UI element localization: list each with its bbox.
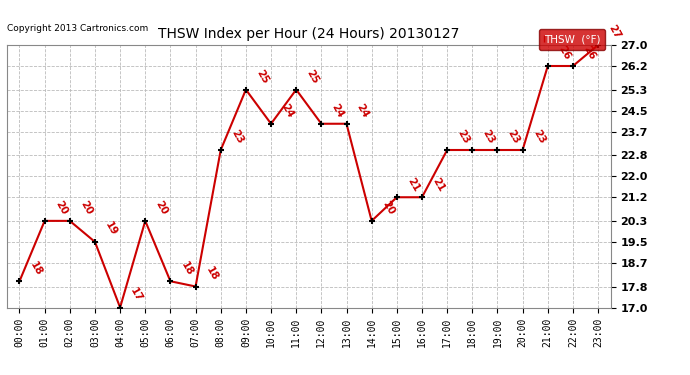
Text: 25: 25: [304, 68, 320, 86]
Text: 20: 20: [78, 199, 94, 217]
Text: 23: 23: [506, 128, 522, 146]
Text: 23: 23: [481, 128, 497, 146]
Title: THSW Index per Hour (24 Hours) 20130127: THSW Index per Hour (24 Hours) 20130127: [158, 27, 460, 41]
Text: 18: 18: [204, 265, 220, 282]
Text: 20: 20: [154, 199, 170, 217]
Text: Copyright 2013 Cartronics.com: Copyright 2013 Cartronics.com: [7, 24, 148, 33]
Text: 19: 19: [104, 220, 119, 238]
Text: 17: 17: [128, 286, 144, 303]
Text: 23: 23: [229, 128, 245, 146]
Text: 23: 23: [531, 128, 547, 146]
Legend: THSW  (°F): THSW (°F): [538, 29, 605, 50]
Text: 27: 27: [607, 23, 622, 41]
Text: 21: 21: [405, 176, 421, 193]
Text: 24: 24: [330, 102, 346, 120]
Text: 25: 25: [254, 68, 270, 86]
Text: 20: 20: [53, 199, 69, 217]
Text: 24: 24: [355, 102, 371, 120]
Text: 24: 24: [279, 102, 295, 120]
Text: 21: 21: [431, 176, 446, 193]
Text: 23: 23: [455, 128, 471, 146]
Text: 26: 26: [581, 44, 597, 62]
Text: 18: 18: [28, 260, 43, 277]
Text: 20: 20: [380, 199, 396, 217]
Text: 26: 26: [556, 44, 572, 62]
Text: 18: 18: [179, 260, 195, 277]
